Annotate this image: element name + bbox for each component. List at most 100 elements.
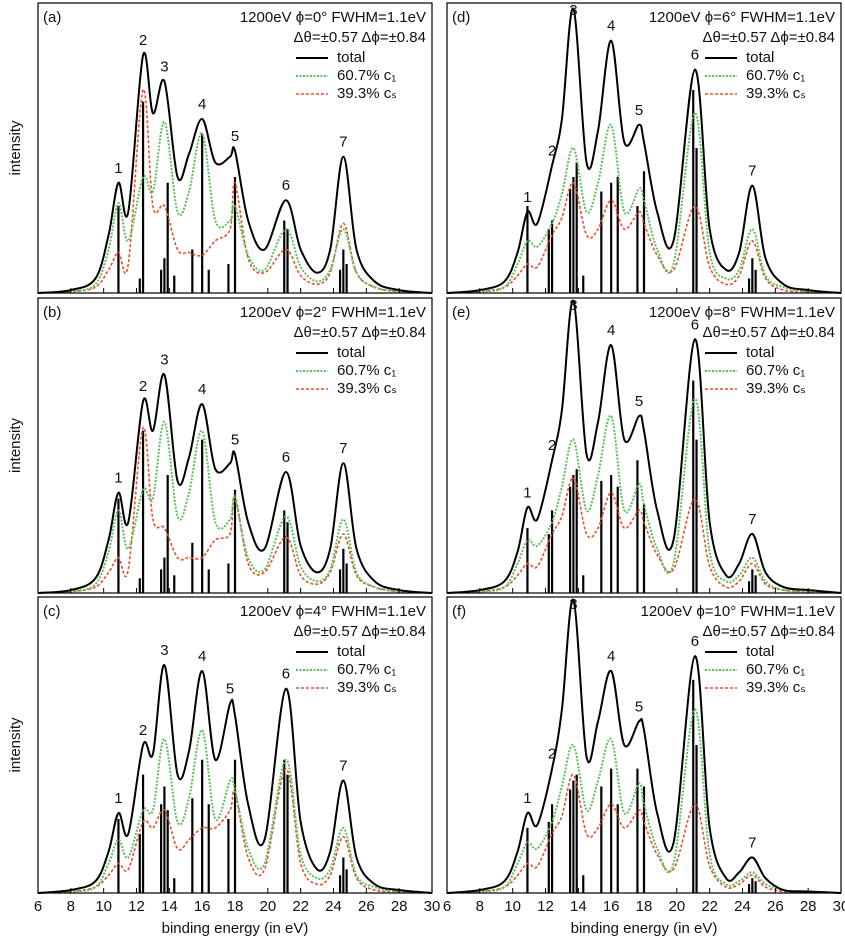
legend-label: total (746, 643, 774, 660)
x-axis-label: binding energy (in eV) (571, 920, 718, 937)
peak-label: 6 (691, 633, 699, 650)
peak-label: 6 (282, 449, 290, 466)
annotation: Δθ=±0.57 Δϕ=±0.84 (703, 324, 836, 341)
x-tick-label: 14 (570, 898, 587, 915)
peak-label: 5 (226, 681, 234, 698)
x-tick-label: 18 (227, 898, 244, 915)
legend-label: 39.3% cₛ (746, 679, 806, 696)
x-tick-label: 16 (603, 898, 620, 915)
x-tick-label: 16 (194, 898, 211, 915)
panel: intensity (a) 1200eV ϕ=0° FWHM=1.1eV Δθ=±0.… (7, 3, 432, 293)
legend-label: 39.3% cₛ (337, 85, 397, 102)
legend-label: total (746, 344, 774, 361)
legend-label: 39.3% cₛ (337, 380, 397, 397)
peak-label: 2 (139, 32, 147, 49)
legend-label: total (337, 344, 365, 361)
peak-label: 7 (748, 834, 756, 851)
x-tick-label: 14 (161, 898, 178, 915)
x-tick-label: 6 (443, 898, 451, 915)
peak-label: 7 (339, 757, 347, 774)
legend-label: 39.3% cₛ (337, 679, 397, 696)
peak-label: 4 (607, 648, 615, 665)
annotation: 1200eV ϕ=0° FWHM=1.1eV (240, 9, 426, 26)
legend-label: 39.3% cₛ (746, 380, 806, 397)
y-axis-label: intensity (7, 717, 24, 773)
legend-label: total (337, 643, 365, 660)
annotation: 1200eV ϕ=10° FWHM=1.1eV (640, 603, 835, 620)
peak-label: 3 (569, 596, 577, 613)
panel-label: (a) (43, 9, 61, 26)
x-tick-label: 20 (259, 898, 276, 915)
panel-label: (f) (452, 603, 466, 620)
x-tick-label: 12 (537, 898, 554, 915)
peak-label: 2 (548, 437, 556, 454)
annotation: Δθ=±0.57 Δϕ=±0.84 (703, 29, 836, 46)
x-tick-label: 28 (391, 898, 408, 915)
peak-label: 3 (160, 642, 168, 659)
legend-label: total (337, 49, 365, 66)
x-tick-label: 26 (358, 898, 375, 915)
legend-label: 60.7% c₁ (746, 362, 805, 379)
peak-label: 4 (198, 648, 206, 665)
x-tick-label: 8 (476, 898, 484, 915)
peak-label: 6 (282, 666, 290, 683)
peak-label: 2 (548, 746, 556, 763)
x-tick-label: 30 (424, 898, 441, 915)
peak-label: 1 (523, 790, 531, 807)
x-tick-label: 24 (734, 898, 751, 915)
annotation: Δθ=±0.57 Δϕ=±0.84 (294, 324, 427, 341)
panel: 681012141618202224262830binding energy (… (7, 597, 440, 937)
annotation: 1200eV ϕ=6° FWHM=1.1eV (649, 9, 835, 26)
peak-label: 1 (114, 470, 122, 487)
x-tick-label: 30 (833, 898, 845, 915)
peak-label: 2 (548, 142, 556, 159)
peak-label: 5 (231, 431, 239, 448)
peak-label: 4 (198, 381, 206, 398)
x-tick-label: 18 (636, 898, 653, 915)
x-tick-label: 8 (67, 898, 75, 915)
annotation: Δθ=±0.57 Δϕ=±0.84 (703, 623, 836, 640)
panel-label: (c) (43, 603, 61, 620)
peak-label: 7 (748, 163, 756, 180)
y-axis-label: intensity (7, 120, 24, 176)
x-tick-label: 10 (95, 898, 112, 915)
peak-label: 6 (691, 47, 699, 64)
peak-label: 2 (139, 378, 147, 395)
peak-label: 5 (635, 698, 643, 715)
panel: 681012141618202224262830binding energy (… (443, 596, 845, 937)
peak-label: 7 (339, 440, 347, 457)
annotation: 1200eV ϕ=8° FWHM=1.1eV (649, 304, 835, 321)
x-tick-label: 10 (504, 898, 521, 915)
panel-label: (e) (452, 304, 470, 321)
x-tick-label: 24 (325, 898, 342, 915)
peak-label: 1 (523, 189, 531, 206)
annotation: Δθ=±0.57 Δϕ=±0.84 (294, 29, 427, 46)
peak-label: 5 (635, 102, 643, 119)
panel: (d) 1200eV ϕ=6° FWHM=1.1eV Δθ=±0.57 Δϕ=±0.… (447, 2, 841, 293)
x-tick-label: 26 (767, 898, 784, 915)
peak-label: 1 (114, 160, 122, 177)
peak-label: 3 (160, 58, 168, 75)
peak-label: 7 (748, 511, 756, 528)
peak-label: 5 (231, 128, 239, 145)
peak-label: 3 (569, 297, 577, 314)
panel-label: (b) (43, 304, 61, 321)
x-tick-label: 28 (800, 898, 817, 915)
x-tick-label: 20 (668, 898, 685, 915)
annotation: 1200eV ϕ=4° FWHM=1.1eV (240, 603, 426, 620)
peak-label: 1 (114, 790, 122, 807)
legend-label: 60.7% c₁ (746, 661, 805, 678)
panel-label: (d) (452, 9, 470, 26)
legend-label: 60.7% c₁ (337, 661, 396, 678)
peak-label: 3 (160, 352, 168, 369)
x-tick-label: 12 (128, 898, 145, 915)
x-axis-label: binding energy (in eV) (162, 920, 309, 937)
peak-label: 6 (282, 177, 290, 194)
x-tick-label: 22 (292, 898, 309, 915)
panel: intensity(b)1200eV ϕ=2° FWHM=1.1eVΔθ=±0.… (7, 298, 432, 593)
y-axis-label: intensity (7, 417, 24, 473)
legend-label: 39.3% cₛ (746, 85, 806, 102)
peak-label: 7 (339, 134, 347, 151)
peak-label: 3 (569, 2, 577, 19)
